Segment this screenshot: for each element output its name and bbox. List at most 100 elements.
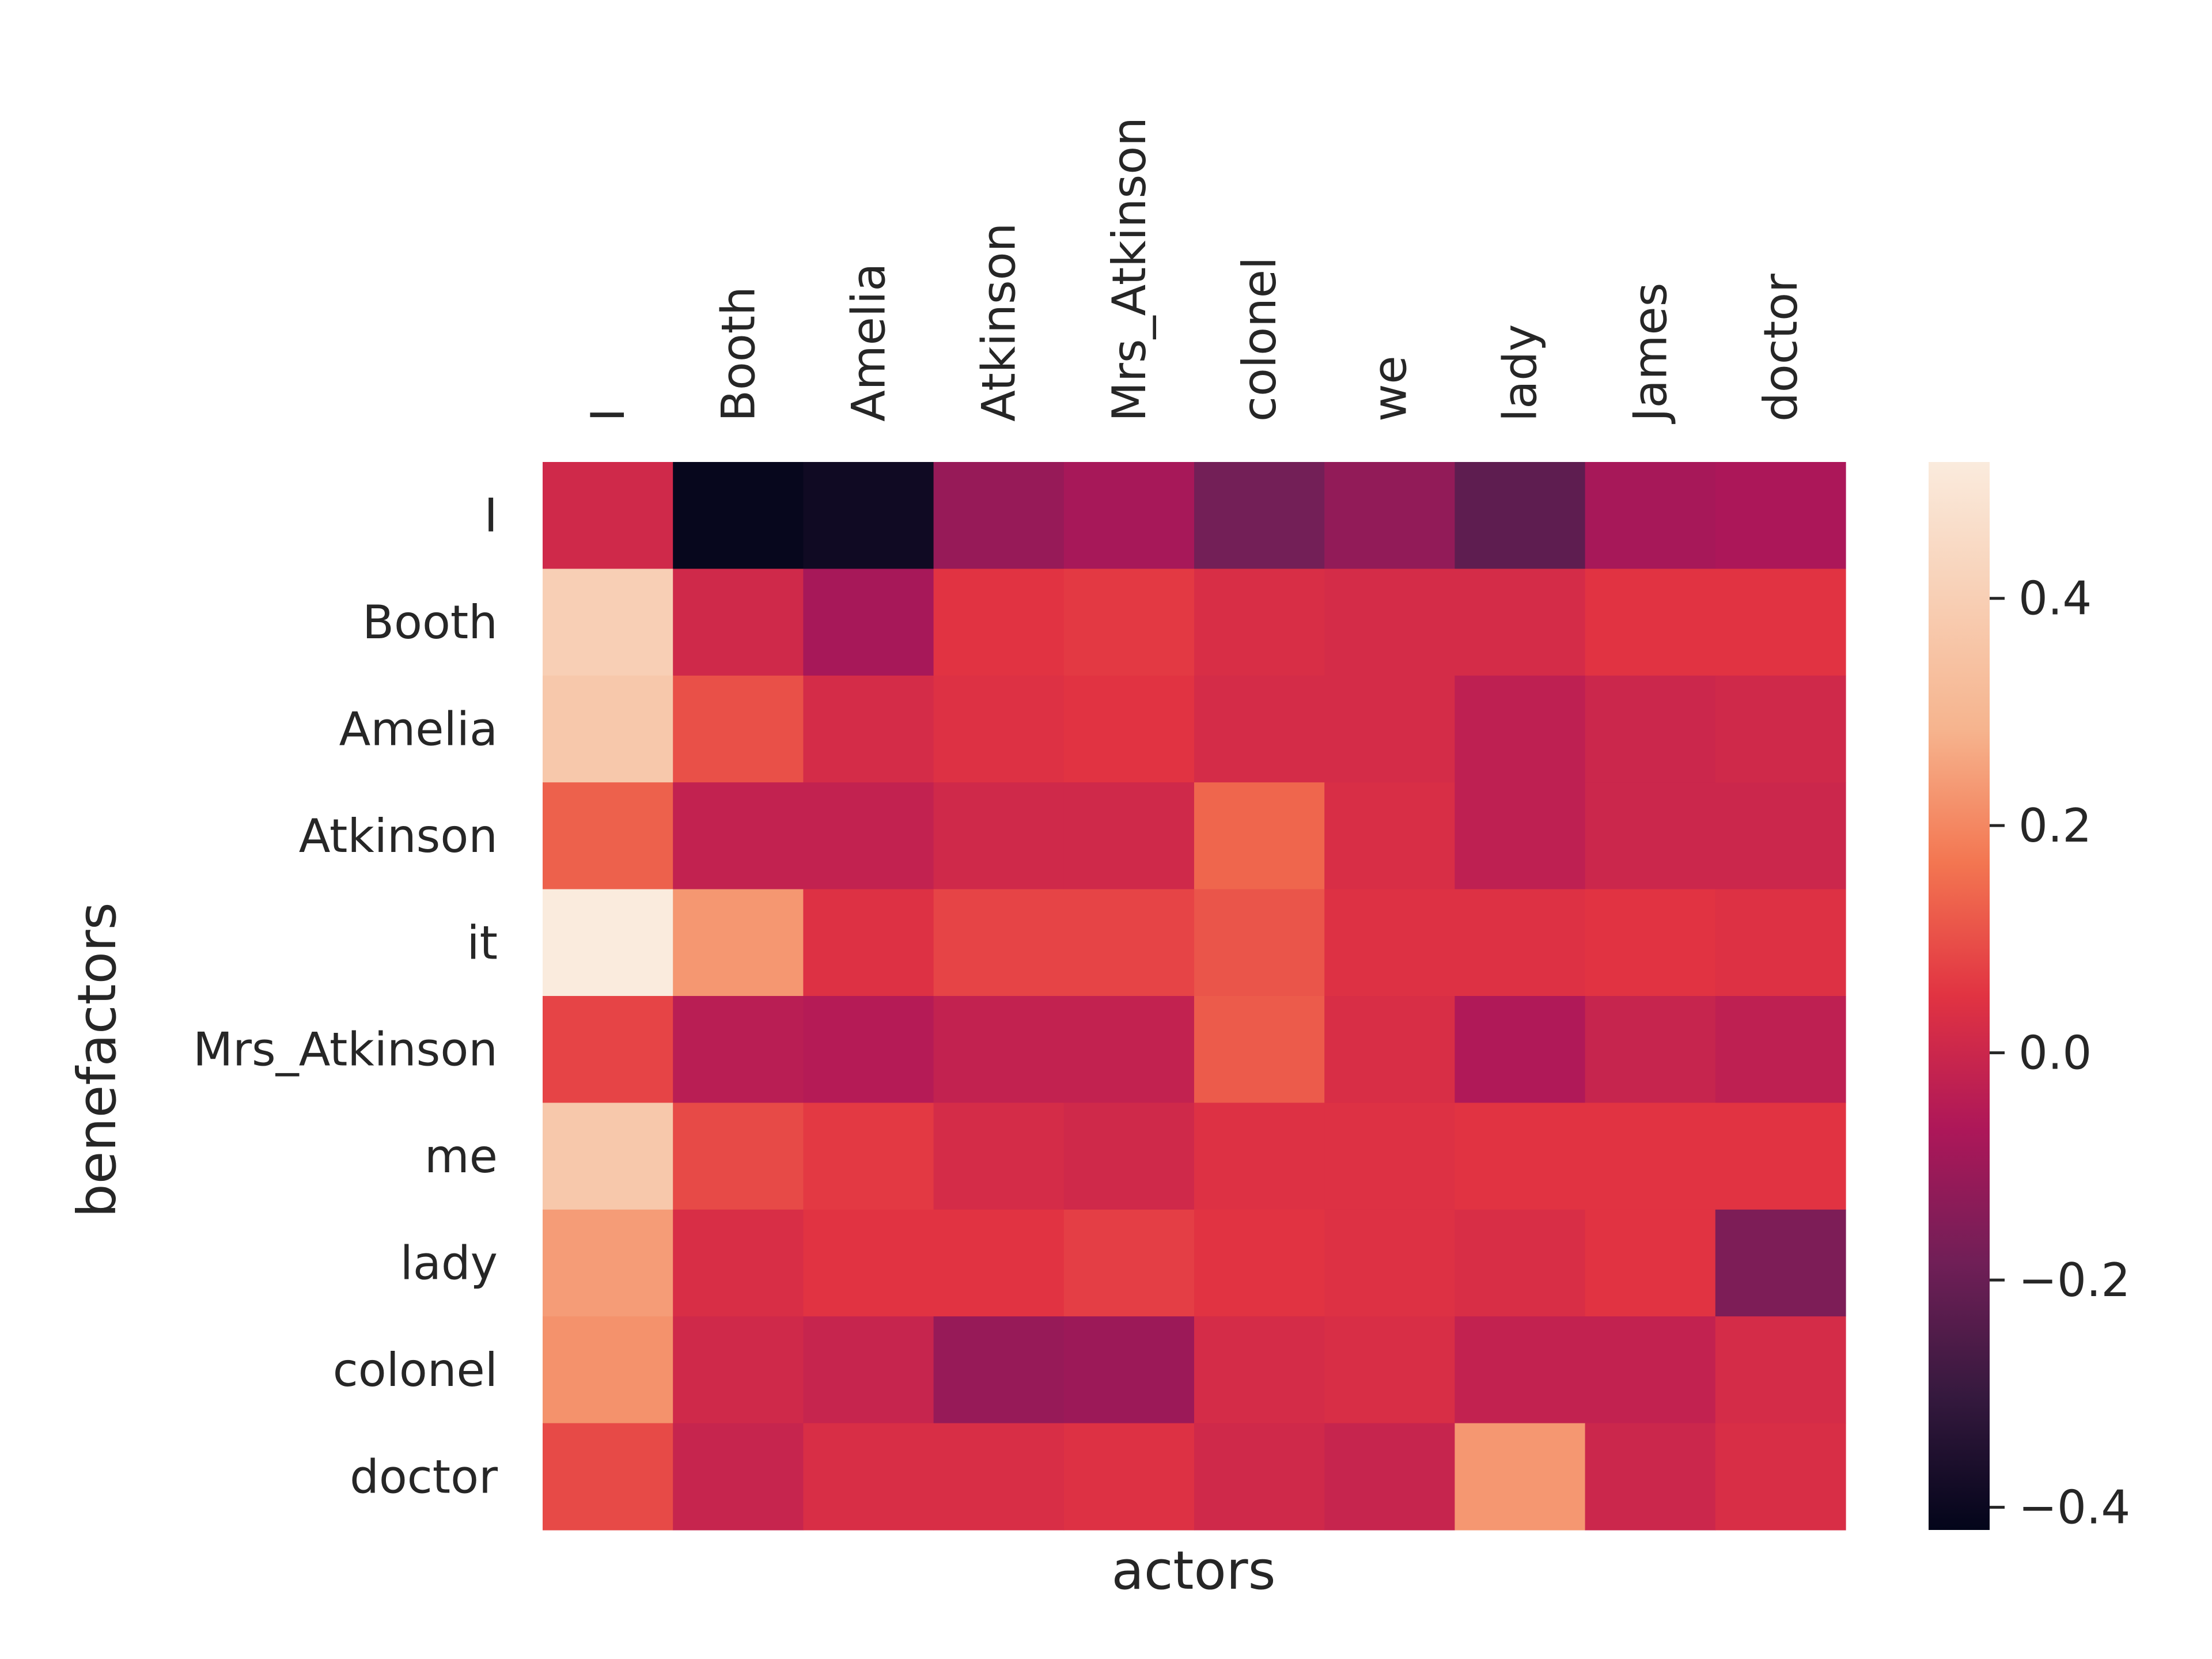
heatmap-cell bbox=[1715, 1316, 1846, 1424]
heatmap-cell bbox=[1324, 996, 1455, 1103]
heatmap-cell bbox=[933, 996, 1065, 1103]
heatmap-cell bbox=[803, 996, 934, 1103]
heatmap-cell bbox=[803, 569, 934, 676]
y-tick-label: it bbox=[467, 916, 498, 969]
heatmap-cell bbox=[673, 782, 804, 890]
x-tick-label: we bbox=[1363, 355, 1416, 422]
heatmap-cell bbox=[933, 782, 1065, 890]
heatmap-cell bbox=[1194, 1316, 1325, 1424]
heatmap-cell bbox=[1715, 675, 1846, 783]
heatmap-cell bbox=[1324, 1103, 1455, 1210]
heatmap-cell bbox=[1715, 996, 1846, 1103]
colorbar-tick-label: −0.4 bbox=[2018, 1481, 2130, 1535]
heatmap-cell bbox=[1063, 889, 1195, 997]
y-tick-label: I bbox=[484, 489, 498, 543]
heatmap-cell bbox=[543, 1423, 673, 1531]
y-tick-label: colonel bbox=[333, 1343, 498, 1397]
y-tick-label: Amelia bbox=[339, 703, 498, 756]
heatmap-cell bbox=[1194, 889, 1325, 997]
heatmap-cell bbox=[1715, 462, 1846, 569]
heatmap-cell bbox=[673, 889, 804, 997]
colorbar-ticks: −0.4 −0.2 0.0 0.2 0.4 bbox=[1990, 572, 2130, 1535]
heatmap-cell bbox=[1455, 1209, 1586, 1317]
heatmap-cell bbox=[1585, 569, 1716, 676]
heatmap-cell bbox=[1715, 569, 1846, 676]
heatmap-cell bbox=[543, 1209, 673, 1317]
x-tick-label: Booth bbox=[711, 286, 765, 422]
heatmap-cell bbox=[1194, 569, 1325, 676]
heatmap-cell bbox=[673, 1209, 804, 1317]
heatmap-cell bbox=[1715, 889, 1846, 997]
heatmap-cell bbox=[1585, 1316, 1716, 1424]
heatmap-cell bbox=[1585, 996, 1716, 1103]
heatmap-cell bbox=[1063, 1423, 1195, 1531]
heatmap-cell bbox=[1063, 1316, 1195, 1424]
heatmap-cell bbox=[1455, 996, 1586, 1103]
heatmap-cell bbox=[803, 782, 934, 890]
heatmap-cell bbox=[673, 1103, 804, 1210]
heatmap-cell bbox=[1063, 782, 1195, 890]
heatmap-cell bbox=[1324, 1423, 1455, 1531]
x-tick-label: doctor bbox=[1754, 274, 1808, 422]
heatmap-cell bbox=[1455, 1103, 1586, 1210]
heatmap-cell bbox=[1194, 462, 1325, 569]
heatmap-cell bbox=[1715, 1103, 1846, 1210]
heatmap-cell bbox=[1063, 1103, 1195, 1210]
x-tick-label: Mrs_Atkinson bbox=[1103, 117, 1156, 422]
heatmap-cell bbox=[543, 675, 673, 783]
heatmap-cell bbox=[933, 889, 1065, 997]
heatmap-cell bbox=[1324, 1209, 1455, 1317]
heatmap-cell bbox=[803, 462, 934, 569]
heatmap-cell bbox=[673, 1423, 804, 1531]
heatmap-cell bbox=[803, 1316, 934, 1424]
heatmap-cell bbox=[1715, 782, 1846, 890]
heatmap-cell bbox=[933, 462, 1065, 569]
heatmap-cell bbox=[1455, 675, 1586, 783]
heatmap-cell bbox=[933, 1423, 1065, 1531]
heatmap-cell bbox=[1585, 889, 1716, 997]
heatmap-cell bbox=[803, 1423, 934, 1531]
x-tick-label: Atkinson bbox=[972, 223, 1026, 422]
x-tick-label: colonel bbox=[1233, 257, 1286, 422]
x-axis-label: actors bbox=[1111, 1540, 1275, 1601]
heatmap-cell bbox=[1194, 782, 1325, 890]
heatmap-cell bbox=[1324, 782, 1455, 890]
heatmap-cell bbox=[803, 675, 934, 783]
heatmap-cell bbox=[1455, 569, 1586, 676]
heatmap-cell bbox=[933, 675, 1065, 783]
heatmap-cell bbox=[1063, 675, 1195, 783]
heatmap-cell bbox=[543, 462, 673, 569]
x-tick-label: lady bbox=[1494, 324, 1547, 422]
heatmap-cell bbox=[673, 1316, 804, 1424]
y-tick-label: Mrs_Atkinson bbox=[193, 1023, 498, 1077]
y-tick-label: doctor bbox=[350, 1450, 498, 1503]
heatmap-cell bbox=[1194, 996, 1325, 1103]
heatmap-cell bbox=[1324, 889, 1455, 997]
heatmap-cell bbox=[1324, 569, 1455, 676]
heatmap-cell bbox=[1063, 569, 1195, 676]
heatmap-cell bbox=[803, 1209, 934, 1317]
heatmap-cell bbox=[1715, 1423, 1846, 1531]
heatmap-cell bbox=[1194, 1103, 1325, 1210]
heatmap-cell bbox=[1455, 1316, 1586, 1424]
heatmap-cell bbox=[933, 569, 1065, 676]
y-axis-label: benefactors bbox=[66, 902, 128, 1217]
heatmap-cell bbox=[1715, 1209, 1846, 1317]
x-tick-label: I bbox=[581, 408, 635, 422]
x-tick-labels: I Booth Amelia Atkinson Mrs_Atkinson colonel w… bbox=[581, 117, 1808, 425]
heatmap-cell bbox=[543, 782, 673, 890]
heatmap-cell bbox=[1063, 1209, 1195, 1317]
heatmap-cell bbox=[1455, 782, 1586, 890]
y-tick-label: Atkinson bbox=[299, 809, 498, 863]
heatmap-cell bbox=[1455, 889, 1586, 997]
heatmap-cell bbox=[1455, 462, 1586, 569]
colorbar-tick-label: 0.4 bbox=[2018, 572, 2092, 626]
heatmap-cell bbox=[1063, 462, 1195, 569]
heatmap-cell bbox=[1585, 1209, 1716, 1317]
heatmap-cell bbox=[673, 996, 804, 1103]
heatmap-cell bbox=[1194, 1423, 1325, 1531]
heatmap-cell bbox=[933, 1103, 1065, 1210]
heatmap-cells bbox=[543, 462, 1846, 1531]
y-tick-label: me bbox=[425, 1130, 498, 1183]
